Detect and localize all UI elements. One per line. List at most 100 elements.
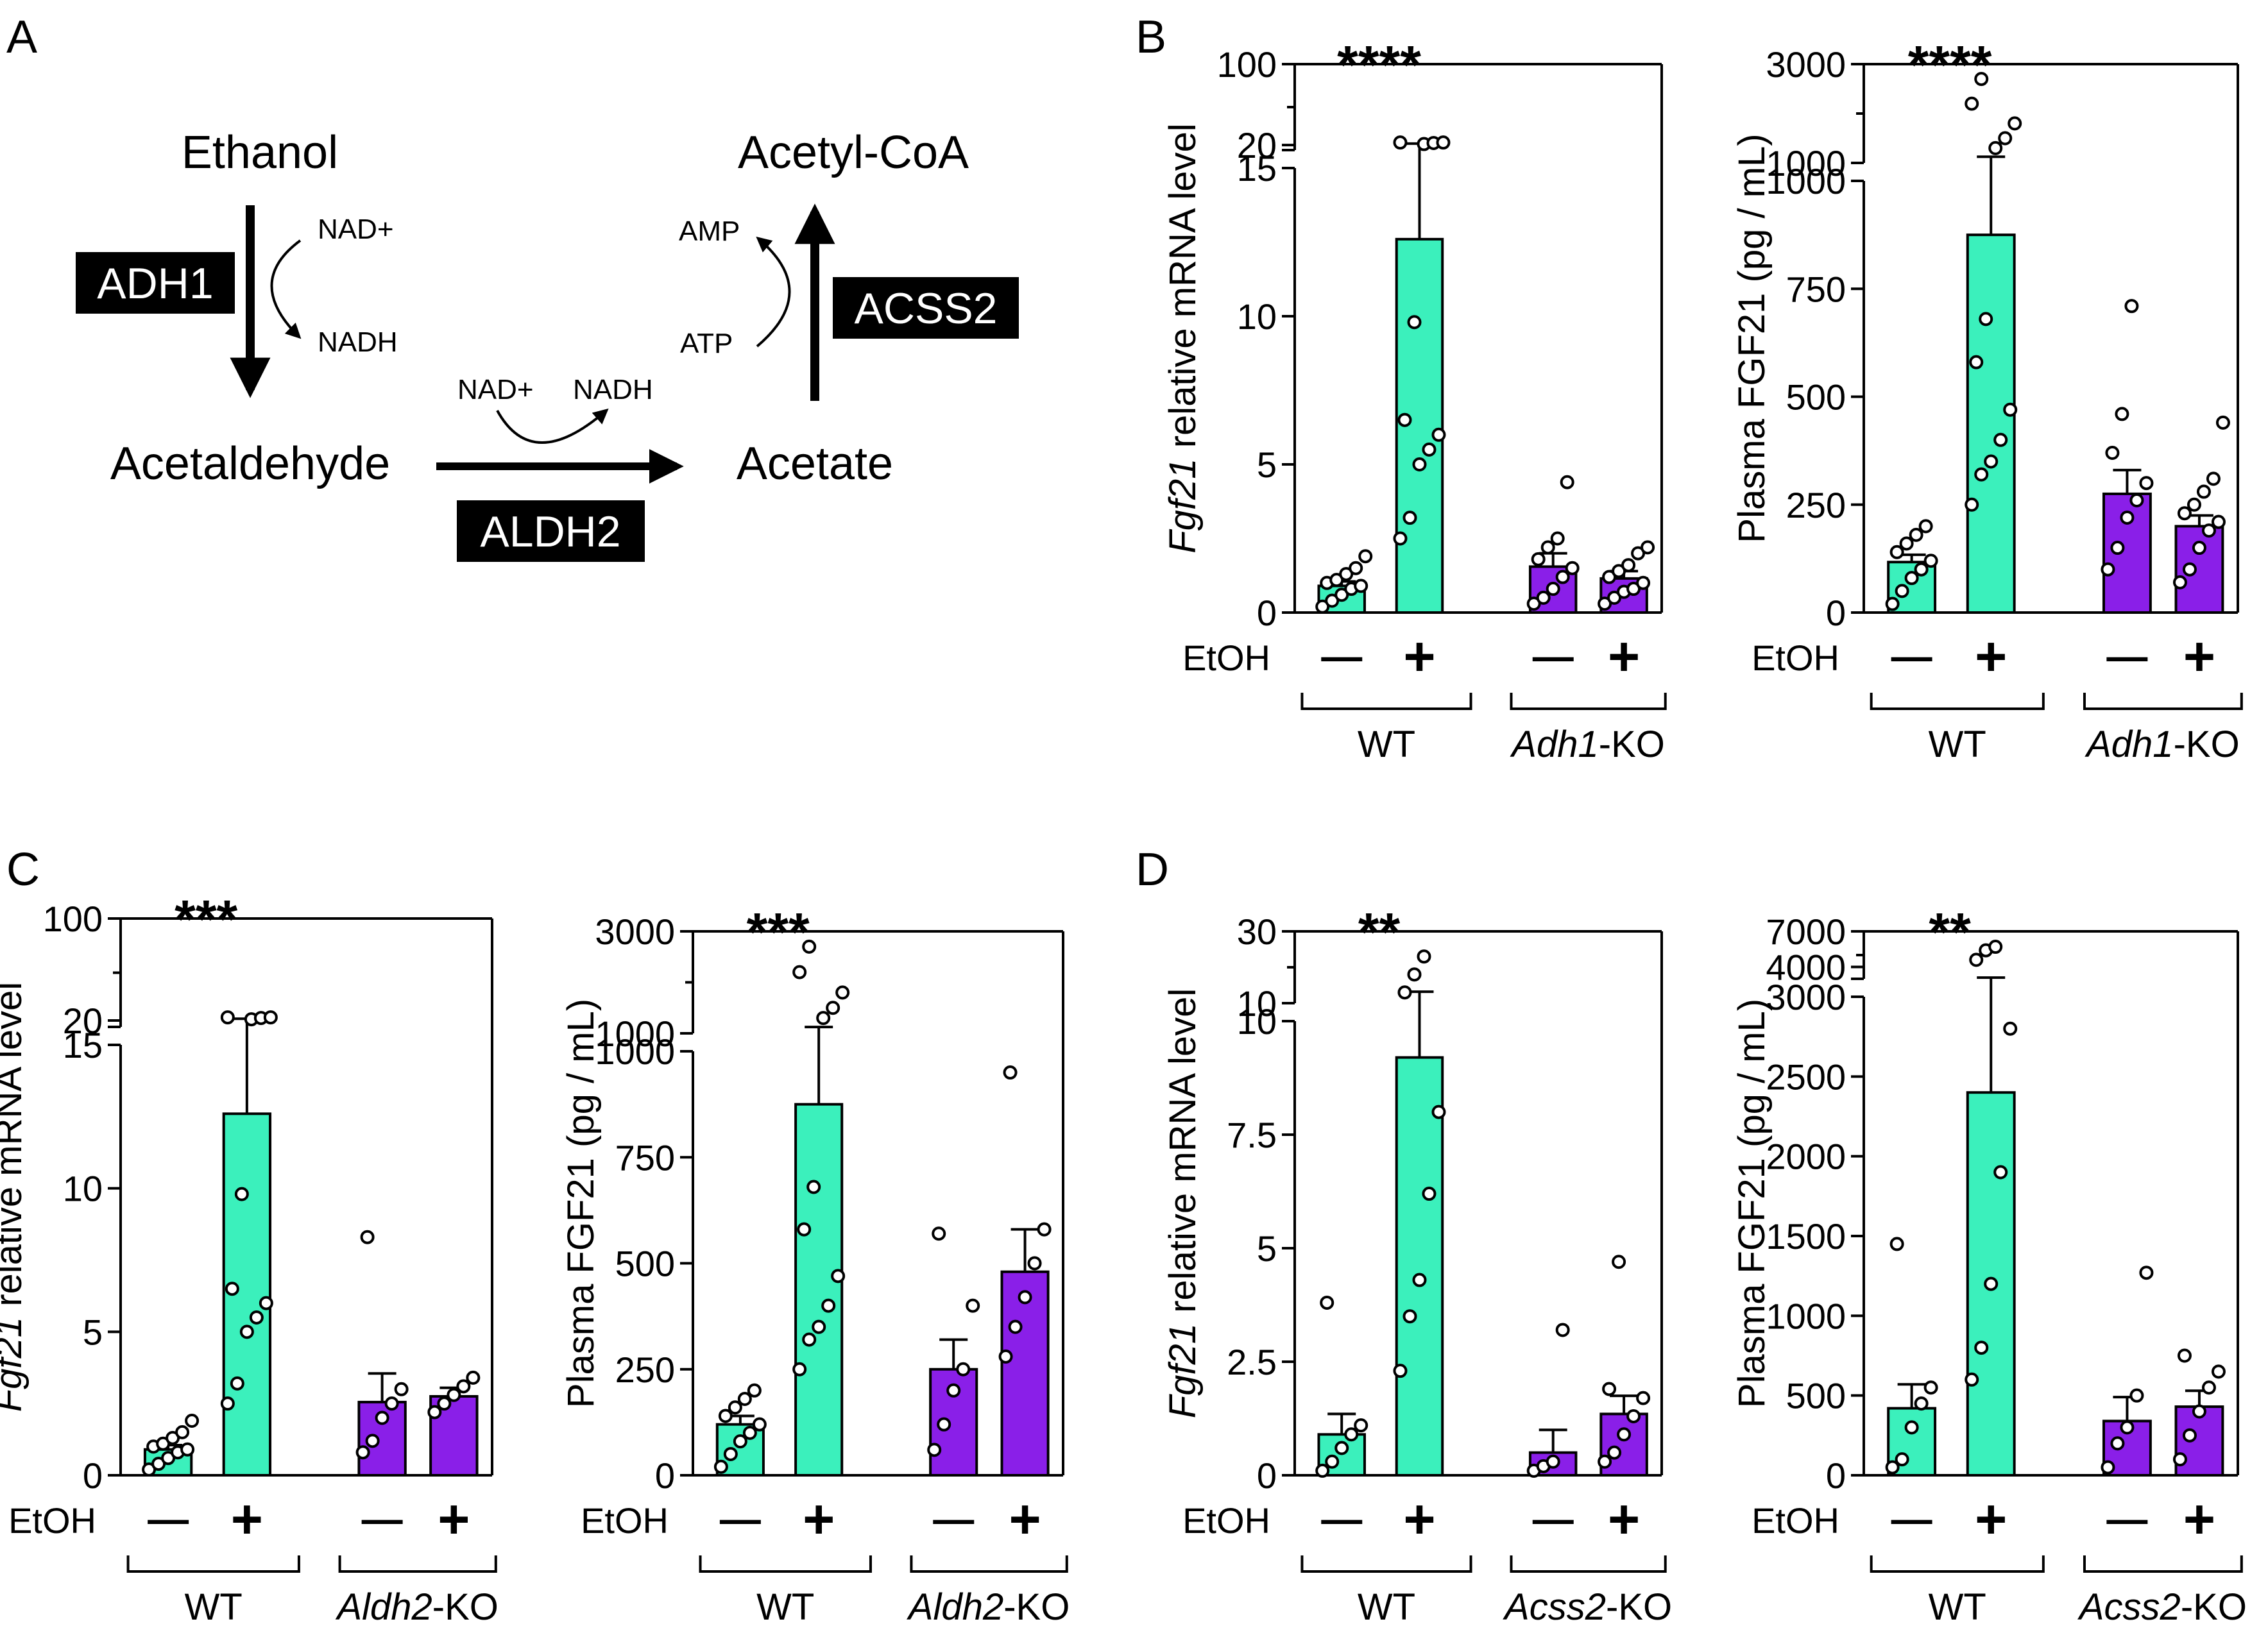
data-point [733, 1434, 747, 1449]
etoh-plus: + [1608, 1489, 1640, 1550]
data-point [1540, 540, 1555, 555]
group-label-wt: WT [1929, 1586, 1986, 1626]
y-tick-label: 500 [615, 1244, 675, 1284]
data-point [747, 1383, 762, 1398]
y-tick-label: 100 [1217, 44, 1277, 85]
y-tick-label: 500 [1786, 1376, 1846, 1416]
data-point [1607, 1445, 1622, 1460]
y-tick-label: 3000 [595, 911, 675, 952]
acetyl-coa-label: Acetyl-CoA [738, 127, 969, 178]
data-point [437, 1396, 452, 1411]
data-point [1546, 582, 1560, 597]
data-point [2206, 471, 2221, 486]
wt-bracket [1870, 693, 2045, 710]
y-tick-label: 750 [1786, 269, 1846, 309]
data-point [1393, 531, 1408, 546]
data-point [1904, 1420, 1919, 1435]
data-point [2115, 407, 2129, 421]
data-point [1621, 558, 1636, 573]
data-point [1984, 454, 1999, 469]
data-point [1923, 554, 1938, 568]
group-label-ko: Aldh2-KO [907, 1586, 1070, 1626]
panel-label-b: B [1136, 12, 1166, 63]
etoh-minus: — [1533, 1496, 1574, 1542]
data-point [826, 1001, 840, 1015]
data-point [718, 1409, 733, 1423]
data-point [2172, 1452, 2187, 1467]
y-tick-label: 15 [63, 1025, 103, 1065]
data-point [998, 1349, 1013, 1364]
data-point [175, 1425, 190, 1439]
data-point [1889, 1237, 1904, 1251]
data-point [723, 1446, 738, 1461]
data-point [2139, 476, 2154, 491]
data-point [1354, 579, 1368, 593]
data-point [447, 1387, 461, 1402]
data-point [2129, 1388, 2144, 1403]
data-point [1602, 570, 1617, 584]
data-point [2101, 562, 2115, 577]
data-point [1909, 527, 1923, 542]
etoh-plus: + [438, 1489, 470, 1550]
data-point [1598, 1454, 1612, 1469]
wt-bracket [699, 1555, 872, 1573]
data-point [1325, 1454, 1340, 1469]
nad-plus-label-2: NAD+ [457, 374, 534, 405]
data-point [1431, 427, 1446, 442]
data-point [2120, 1420, 2135, 1435]
significance-stars: *** [175, 889, 237, 949]
data-point [816, 1011, 831, 1026]
acetaldehyde-label: Acetaldehyde [110, 438, 390, 489]
ko-bracket [2083, 693, 2243, 710]
data-point [1904, 571, 1919, 586]
y-tick-label: 15 [1237, 148, 1277, 189]
data-point [1612, 564, 1626, 579]
data-point [713, 1459, 728, 1474]
ko-bracket [910, 1555, 1068, 1573]
data-point [1407, 967, 1422, 982]
data-point [2105, 445, 2120, 460]
data-point [1329, 573, 1344, 588]
data-point [456, 1379, 471, 1394]
data-point [1325, 593, 1340, 608]
data-point [1436, 135, 1451, 150]
etoh-plus: + [803, 1489, 835, 1550]
data-point [1397, 412, 1412, 427]
data-point [2008, 116, 2022, 131]
data-point [2129, 493, 2144, 508]
y-tick-label: 750 [615, 1137, 675, 1178]
data-point [1923, 1380, 1938, 1395]
y-tick-label: 250 [1786, 485, 1846, 525]
data-point [728, 1400, 742, 1415]
etoh-label: EtOH [8, 1500, 96, 1541]
data-point [2201, 523, 2216, 538]
group-label-ko: Adh1-KO [1510, 724, 1665, 765]
data-point [932, 1226, 946, 1241]
data-point [1641, 540, 1655, 555]
etoh-plus: + [1608, 626, 1640, 688]
group-label-wt: WT [1929, 724, 1986, 765]
etoh-minus: — [1891, 1496, 1932, 1542]
bar [794, 1103, 844, 1477]
data-point [2211, 514, 2226, 529]
data-point [737, 1392, 752, 1407]
data-point [835, 985, 850, 1000]
nad-plus-label-1: NAD+ [318, 214, 394, 245]
atp-label: ATP [680, 328, 733, 359]
data-point [1339, 566, 1354, 581]
data-point [2172, 575, 2187, 589]
data-point [180, 1442, 195, 1457]
y-tick-label: 7.5 [1227, 1115, 1277, 1155]
etoh-label: EtOH [1752, 638, 1839, 678]
data-point [1617, 1427, 1632, 1442]
data-point [1969, 355, 1984, 369]
etoh-plus: + [1403, 626, 1435, 688]
etoh-plus: + [2183, 626, 2215, 688]
data-point [792, 965, 807, 979]
data-point [1431, 1105, 1446, 1119]
y-tick-label: 10 [63, 1169, 103, 1209]
etoh-label: EtOH [581, 1500, 669, 1541]
data-point [1555, 570, 1570, 584]
